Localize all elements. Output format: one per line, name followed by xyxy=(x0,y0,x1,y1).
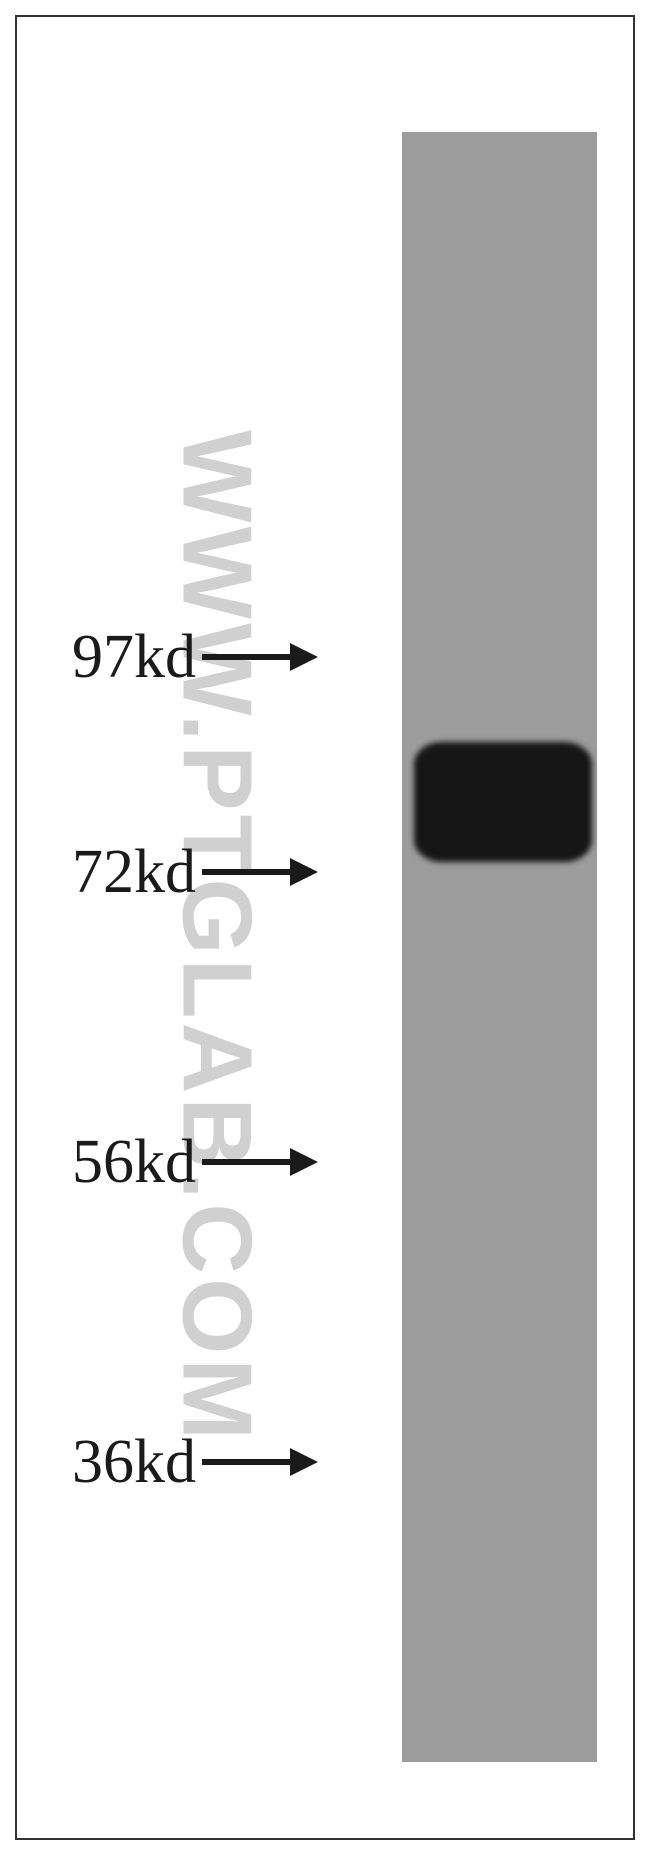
mw-marker-label: 56kd xyxy=(72,1131,196,1193)
arrow-right-icon xyxy=(202,1448,318,1476)
mw-marker-label: 72kd xyxy=(72,841,196,903)
blot-band xyxy=(414,742,592,862)
image-frame: WWW.PTGLAB.COM 97kd 72kd 56kd 36kd xyxy=(15,15,635,1840)
mw-marker: 56kd xyxy=(72,1131,318,1193)
arrow-right-icon xyxy=(202,858,318,886)
arrow-right-icon xyxy=(202,1148,318,1176)
blot-lane xyxy=(402,132,597,1762)
arrow-right-icon xyxy=(202,643,318,671)
mw-marker: 72kd xyxy=(72,841,318,903)
mw-marker: 97kd xyxy=(72,626,318,688)
mw-marker: 36kd xyxy=(72,1431,318,1493)
mw-marker-label: 97kd xyxy=(72,626,196,688)
mw-marker-label: 36kd xyxy=(72,1431,196,1493)
watermark-text: WWW.PTGLAB.COM xyxy=(161,430,274,1444)
